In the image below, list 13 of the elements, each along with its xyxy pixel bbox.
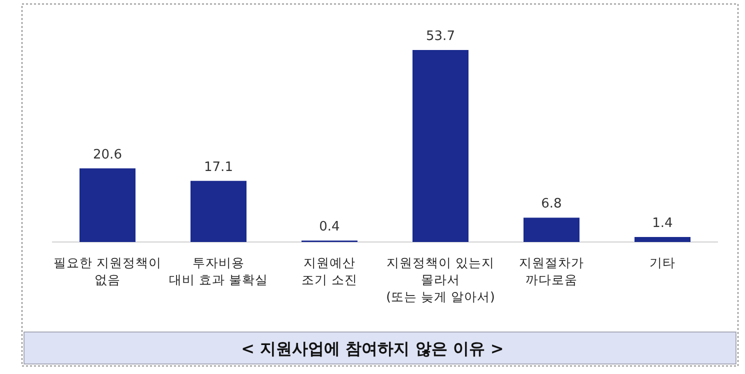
data-label: 17.1 bbox=[204, 160, 233, 175]
x-tick-label: 지원정책이 있는지 몰라서 (또는 늦게 알아서) bbox=[386, 255, 495, 304]
data-label: 53.7 bbox=[426, 29, 455, 44]
data-label: 20.6 bbox=[93, 147, 122, 162]
x-tick-label: 지원예산 조기 소진 bbox=[302, 255, 358, 287]
x-tick-label: 지원절차가 까다로움 bbox=[519, 255, 584, 287]
x-tick-label: 필요한 지원정책이 없음 bbox=[54, 255, 162, 287]
x-tick-label: 투자비용 대비 효과 불확실 bbox=[169, 255, 268, 287]
data-label: 6.8 bbox=[541, 196, 562, 212]
data-label: 1.4 bbox=[652, 216, 673, 231]
data-label: 0.4 bbox=[319, 220, 340, 235]
x-tick-label: 기타 bbox=[650, 255, 676, 270]
text: < 지원사업에 참여하지 않은 이유 > bbox=[241, 339, 504, 358]
